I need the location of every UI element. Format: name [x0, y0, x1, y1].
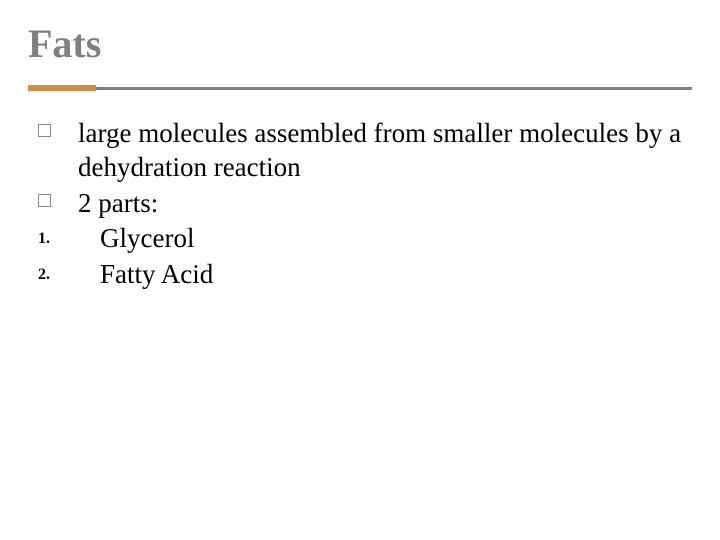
number-marker: 2.	[38, 258, 78, 284]
square-icon	[38, 124, 51, 137]
slide-title: Fats	[28, 20, 692, 67]
numbered-item: 1. Glycerol	[38, 222, 692, 256]
square-icon	[38, 194, 51, 207]
rule-accent	[28, 85, 96, 91]
slide: Fats large molecules assembled from smal…	[0, 0, 720, 540]
bullet-marker	[38, 117, 78, 137]
number-marker: 1.	[38, 222, 78, 248]
bullet-marker	[38, 187, 78, 207]
bullet-text: large molecules assembled from smaller m…	[78, 117, 692, 185]
slide-content: large molecules assembled from smaller m…	[28, 117, 692, 292]
numbered-item: 2. Fatty Acid	[38, 258, 692, 292]
rule-line	[28, 87, 692, 90]
bullet-text: 2 parts:	[78, 187, 158, 221]
numbered-text: Glycerol	[78, 222, 194, 256]
bullet-item: large molecules assembled from smaller m…	[38, 117, 692, 185]
numbered-text: Fatty Acid	[78, 258, 213, 292]
title-rule	[28, 85, 692, 91]
bullet-item: 2 parts:	[38, 187, 692, 221]
